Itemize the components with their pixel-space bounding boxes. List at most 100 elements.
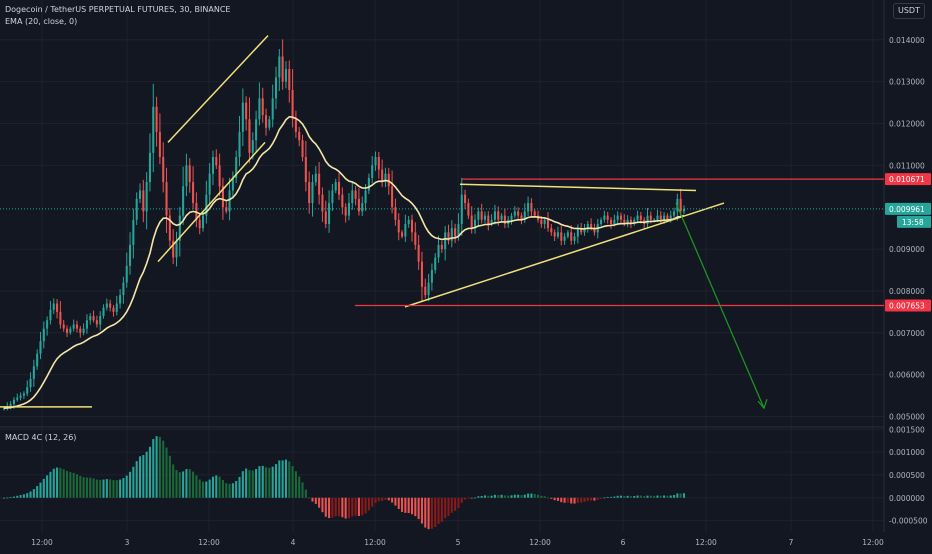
candle-body bbox=[304, 156, 307, 183]
macd-bar bbox=[576, 497, 579, 503]
currency-button[interactable]: USDT bbox=[893, 3, 925, 19]
candle-body bbox=[603, 215, 606, 220]
candle-body bbox=[102, 307, 105, 317]
candle-body bbox=[440, 244, 443, 250]
macd-bar bbox=[221, 479, 224, 498]
candle-body bbox=[523, 211, 526, 220]
macd-bar bbox=[440, 497, 443, 522]
macd-bar bbox=[39, 482, 42, 498]
macd-bar bbox=[374, 497, 377, 503]
macd-bar bbox=[347, 497, 351, 519]
macd-tick-label: 0.000000 bbox=[889, 494, 925, 503]
macd-bar bbox=[503, 495, 506, 498]
macd-bar bbox=[553, 497, 556, 501]
macd-bar bbox=[367, 497, 370, 511]
macd-bar bbox=[414, 497, 417, 517]
candle-body bbox=[175, 240, 178, 258]
macd-bar bbox=[477, 496, 480, 498]
macd-tick-label: 0.000500 bbox=[889, 471, 925, 480]
candle-body bbox=[324, 211, 327, 224]
macd-bar bbox=[533, 493, 536, 498]
candle-body bbox=[215, 156, 218, 166]
macd-bar bbox=[420, 497, 423, 524]
macd-bar bbox=[142, 455, 145, 498]
candle-body bbox=[626, 219, 629, 224]
macd-bar bbox=[583, 497, 586, 502]
macd-bar bbox=[155, 436, 158, 498]
candle-body bbox=[410, 219, 414, 233]
macd-bar bbox=[82, 477, 85, 498]
candle-body bbox=[168, 215, 171, 241]
macd-bar bbox=[72, 472, 75, 498]
ema-line bbox=[3, 115, 685, 409]
candle-body bbox=[238, 131, 241, 157]
macd-bar bbox=[391, 497, 394, 503]
macd-bar bbox=[201, 481, 205, 498]
candle-body bbox=[483, 215, 487, 220]
candle-body bbox=[42, 328, 45, 342]
macd-bar bbox=[42, 478, 45, 498]
candle-body bbox=[69, 328, 72, 333]
macd-bar bbox=[437, 497, 440, 525]
ema-20-line bbox=[3, 115, 685, 409]
price-tick-label: 0.009000 bbox=[889, 245, 925, 254]
candle-body bbox=[109, 303, 112, 308]
candle-body bbox=[493, 211, 496, 220]
macd-bar bbox=[32, 489, 35, 498]
candle-body bbox=[371, 165, 374, 178]
macd-bar bbox=[633, 496, 636, 498]
candle-body bbox=[673, 211, 676, 216]
macd-bar bbox=[603, 497, 606, 499]
candle-body bbox=[367, 177, 370, 191]
candle-body bbox=[570, 232, 573, 241]
candle-body bbox=[337, 182, 341, 195]
candle-body bbox=[119, 295, 122, 304]
macd-bar bbox=[434, 497, 437, 528]
macd-bar bbox=[52, 468, 55, 498]
candle-body bbox=[374, 156, 377, 166]
candle-body bbox=[540, 219, 543, 224]
macd-bar bbox=[211, 476, 215, 498]
candle-body bbox=[450, 228, 453, 241]
macd-bar bbox=[606, 496, 609, 498]
candle-body bbox=[288, 69, 291, 91]
candle-body bbox=[586, 223, 589, 229]
macd-bar bbox=[225, 483, 228, 498]
macd-bar bbox=[354, 497, 357, 516]
macd-bar bbox=[447, 497, 450, 516]
time-tick-label: 6 bbox=[621, 538, 626, 547]
macd-bar bbox=[530, 493, 533, 498]
macd-bar bbox=[483, 495, 487, 498]
macd-bar bbox=[646, 495, 649, 498]
candle-body bbox=[278, 56, 281, 78]
candle-body bbox=[301, 140, 304, 157]
candle-body bbox=[231, 177, 234, 191]
macd-indicator-label[interactable]: MACD 4C (12, 26) bbox=[5, 433, 77, 442]
candle-body bbox=[245, 102, 248, 120]
triangle-upper-line bbox=[459, 183, 697, 192]
candle-body bbox=[351, 190, 354, 204]
price-tick-label: 0.013000 bbox=[889, 78, 925, 87]
candle-body bbox=[527, 203, 530, 212]
macd-bar bbox=[666, 495, 669, 498]
ema-indicator-label[interactable]: EMA (20, close, 0) bbox=[5, 17, 78, 26]
macd-bar bbox=[364, 497, 367, 514]
candle-body bbox=[533, 211, 536, 216]
candle-body bbox=[334, 182, 337, 191]
macd-bar bbox=[129, 471, 132, 498]
countdown-tag-bg bbox=[897, 215, 931, 228]
macd-bar bbox=[29, 491, 32, 498]
candle-body bbox=[26, 387, 29, 394]
macd-bar bbox=[454, 497, 457, 511]
macd-bar bbox=[517, 494, 520, 498]
candle-body bbox=[354, 190, 357, 199]
candle-body bbox=[341, 194, 344, 208]
candle-body bbox=[92, 316, 95, 321]
macd-bar bbox=[314, 497, 317, 504]
macd-bar bbox=[85, 477, 88, 498]
macd-bar bbox=[540, 495, 543, 498]
macd-bar bbox=[580, 497, 583, 503]
macd-bar bbox=[497, 495, 500, 498]
macd-bar bbox=[341, 497, 344, 518]
